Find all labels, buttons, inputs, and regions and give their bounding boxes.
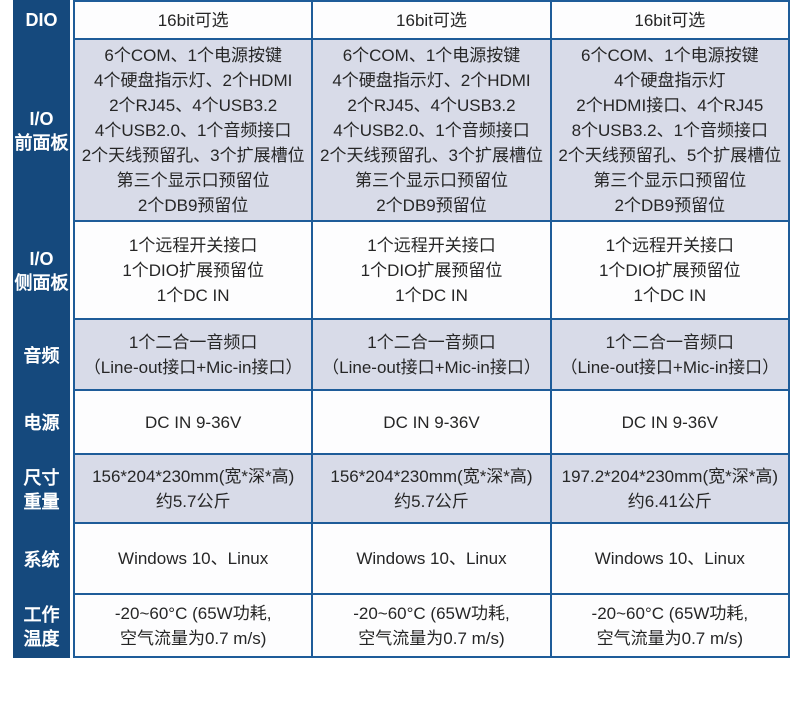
table-row: 156*204*230mm(宽*深*高) 约5.7公斤 156*204*230m… [75, 455, 788, 524]
table-row: 1个二合一音频口 （Line-out接口+Mic-in接口） 1个二合一音频口 … [75, 320, 788, 391]
spec-cell: Windows 10、Linux [549, 524, 788, 593]
spec-table: DIO I/O 前面板 I/O 侧面板 音频 电源 尺寸 重量 系统 工作 温度… [13, 0, 790, 658]
spec-cell: 6个COM、1个电源按键 4个硬盘指示灯、2个HDMI 2个RJ45、4个USB… [75, 40, 312, 220]
row-header-audio: 音频 [23, 345, 60, 366]
row-header-io-side-panel: I/O 侧面板 [14, 249, 69, 293]
row-header-dio: DIO [25, 10, 58, 30]
spec-cell: 1个二合一音频口 （Line-out接口+Mic-in接口） [75, 320, 312, 389]
spec-cell: Windows 10、Linux [75, 524, 312, 593]
spec-cell: 1个远程开关接口 1个DIO扩展预留位 1个DC IN [311, 222, 550, 318]
spec-cell: 197.2*204*230mm(宽*深*高) 约6.41公斤 [549, 455, 788, 522]
spec-grid: 16bit可选 16bit可选 16bit可选 6个COM、1个电源按键 4个硬… [73, 0, 790, 658]
spec-cell: 6个COM、1个电源按键 4个硬盘指示灯 2个HDMI接口、4个RJ45 8个U… [549, 40, 788, 220]
spec-cell: 1个远程开关接口 1个DIO扩展预留位 1个DC IN [549, 222, 788, 318]
row-header-io-front-panel: I/O 前面板 [14, 109, 69, 153]
row-header-operating-temperature: 工作 温度 [23, 604, 60, 649]
sidebar-grid-divider [70, 0, 73, 658]
row-header-dimensions-weight: 尺寸 重量 [23, 467, 60, 512]
spec-cell: -20~60°C (65W功耗, 空气流量为0.7 m/s) [549, 595, 788, 656]
spec-cell: 1个二合一音频口 （Line-out接口+Mic-in接口） [311, 320, 550, 389]
table-row: 16bit可选 16bit可选 16bit可选 [75, 2, 788, 40]
table-row: 1个远程开关接口 1个DIO扩展预留位 1个DC IN 1个远程开关接口 1个D… [75, 222, 788, 320]
spec-cell: -20~60°C (65W功耗, 空气流量为0.7 m/s) [75, 595, 312, 656]
spec-cell: Windows 10、Linux [311, 524, 550, 593]
row-header-os: 系统 [23, 549, 60, 570]
table-row: 6个COM、1个电源按键 4个硬盘指示灯、2个HDMI 2个RJ45、4个USB… [75, 40, 788, 222]
spec-cell: 16bit可选 [549, 2, 788, 38]
spec-cell: 1个远程开关接口 1个DIO扩展预留位 1个DC IN [75, 222, 312, 318]
spec-cell: 6个COM、1个电源按键 4个硬盘指示灯、2个HDMI 2个RJ45、4个USB… [311, 40, 550, 220]
spec-cell: 1个二合一音频口 （Line-out接口+Mic-in接口） [549, 320, 788, 389]
spec-cell: 16bit可选 [311, 2, 550, 38]
table-row: Windows 10、Linux Windows 10、Linux Window… [75, 524, 788, 595]
spec-cell: 16bit可选 [75, 2, 312, 38]
row-header-column: DIO I/O 前面板 I/O 侧面板 音频 电源 尺寸 重量 系统 工作 温度 [13, 0, 70, 658]
spec-cell: DC IN 9-36V [75, 391, 312, 453]
table-row: DC IN 9-36V DC IN 9-36V DC IN 9-36V [75, 391, 788, 455]
table-row: -20~60°C (65W功耗, 空气流量为0.7 m/s) -20~60°C … [75, 595, 788, 656]
spec-cell: 156*204*230mm(宽*深*高) 约5.7公斤 [311, 455, 550, 522]
spec-cell: DC IN 9-36V [311, 391, 550, 453]
spec-cell: 156*204*230mm(宽*深*高) 约5.7公斤 [75, 455, 312, 522]
row-header-power: 电源 [23, 413, 60, 433]
spec-cell: DC IN 9-36V [549, 391, 788, 453]
spec-cell: -20~60°C (65W功耗, 空气流量为0.7 m/s) [311, 595, 550, 656]
